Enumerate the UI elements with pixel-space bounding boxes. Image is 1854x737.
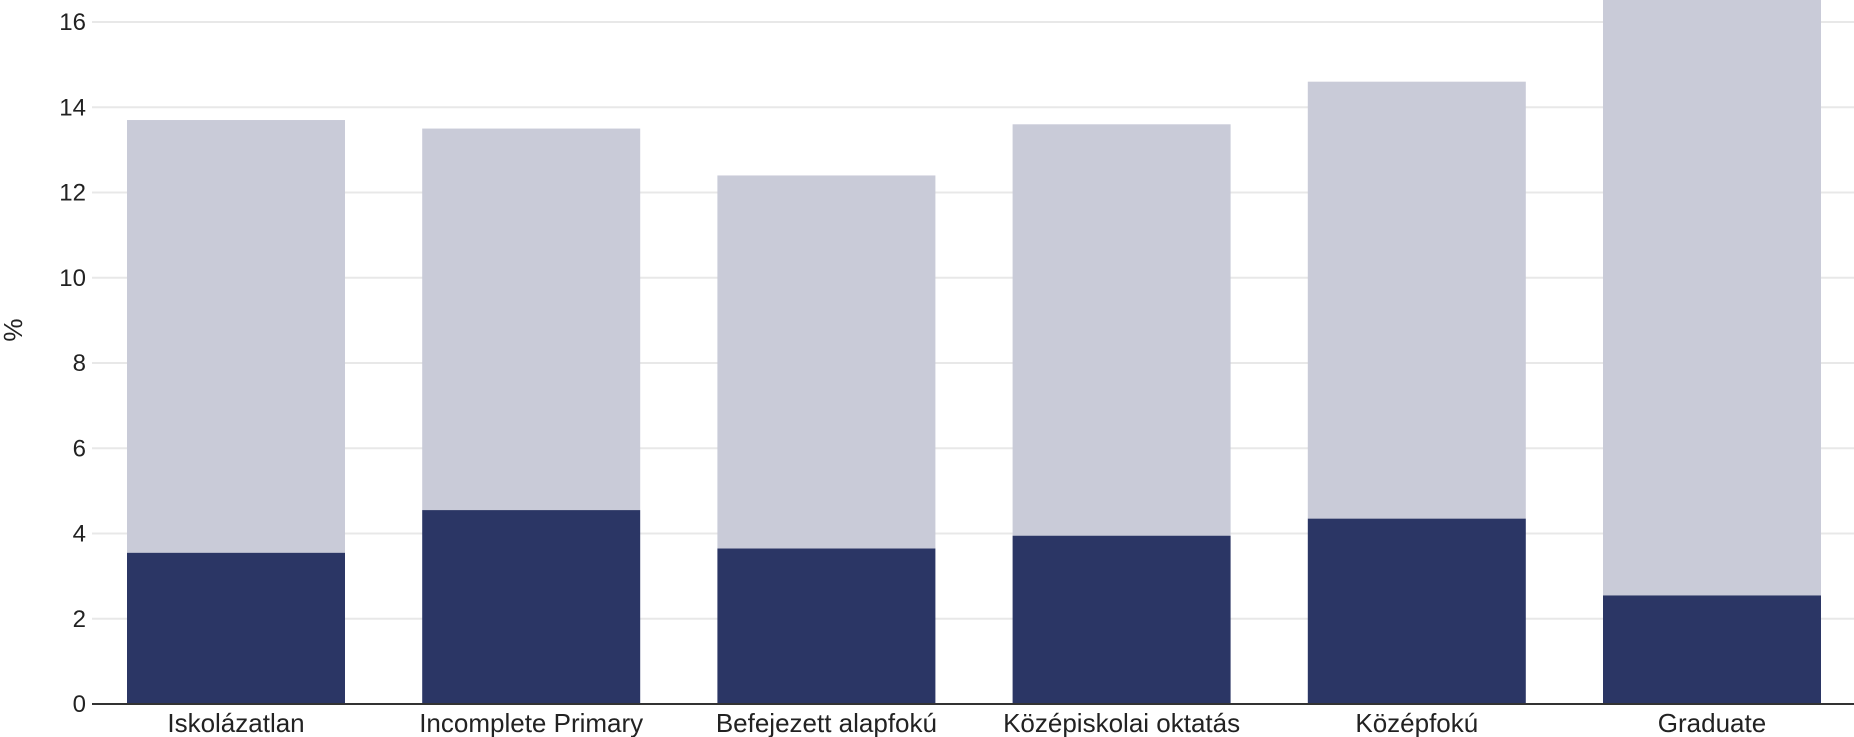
x-tick-label: Középiskolai oktatás [1003, 708, 1240, 737]
bar-segment-lower [717, 548, 936, 704]
y-tick-label: 8 [73, 350, 86, 377]
bar-segment-lower [422, 510, 641, 704]
y-axis-title: % [0, 318, 28, 341]
bar-segment-lower [127, 552, 345, 704]
bar-segment-upper [1603, 0, 1821, 596]
x-tick-label: Graduate [1658, 708, 1766, 737]
x-tick-label: Középfokú [1355, 708, 1478, 737]
y-tick-label: 14 [59, 94, 86, 121]
x-tick-label: Befejezett alapfokú [716, 708, 937, 737]
y-tick-label: 6 [73, 435, 86, 462]
bar-segment-upper [717, 175, 936, 549]
bar-segment-lower [1012, 535, 1231, 704]
x-tick-label: Incomplete Primary [419, 708, 643, 737]
y-tick-label: 10 [59, 265, 86, 292]
y-tick-label: 2 [73, 606, 86, 633]
y-tick-label: 16 [59, 9, 86, 36]
y-tick-label: 12 [59, 180, 86, 207]
y-tick-label: 0 [73, 691, 86, 718]
bar-segment-upper [422, 128, 641, 511]
bars [127, 0, 1821, 704]
bar-segment-upper [1307, 81, 1526, 519]
y-tick-label: 4 [73, 521, 86, 548]
bar-segment-lower [1603, 595, 1821, 704]
gridlines [92, 21, 1854, 620]
bar-segment-upper [1012, 124, 1231, 536]
bar-segment-upper [127, 120, 345, 553]
x-tick-label: Iskolázatlan [167, 708, 304, 737]
axes: 0 2 4 6 8 10 12 14 16 Iskolázatlan Incomplete Prim… [59, 9, 1854, 737]
bar-segment-lower [1307, 518, 1526, 704]
